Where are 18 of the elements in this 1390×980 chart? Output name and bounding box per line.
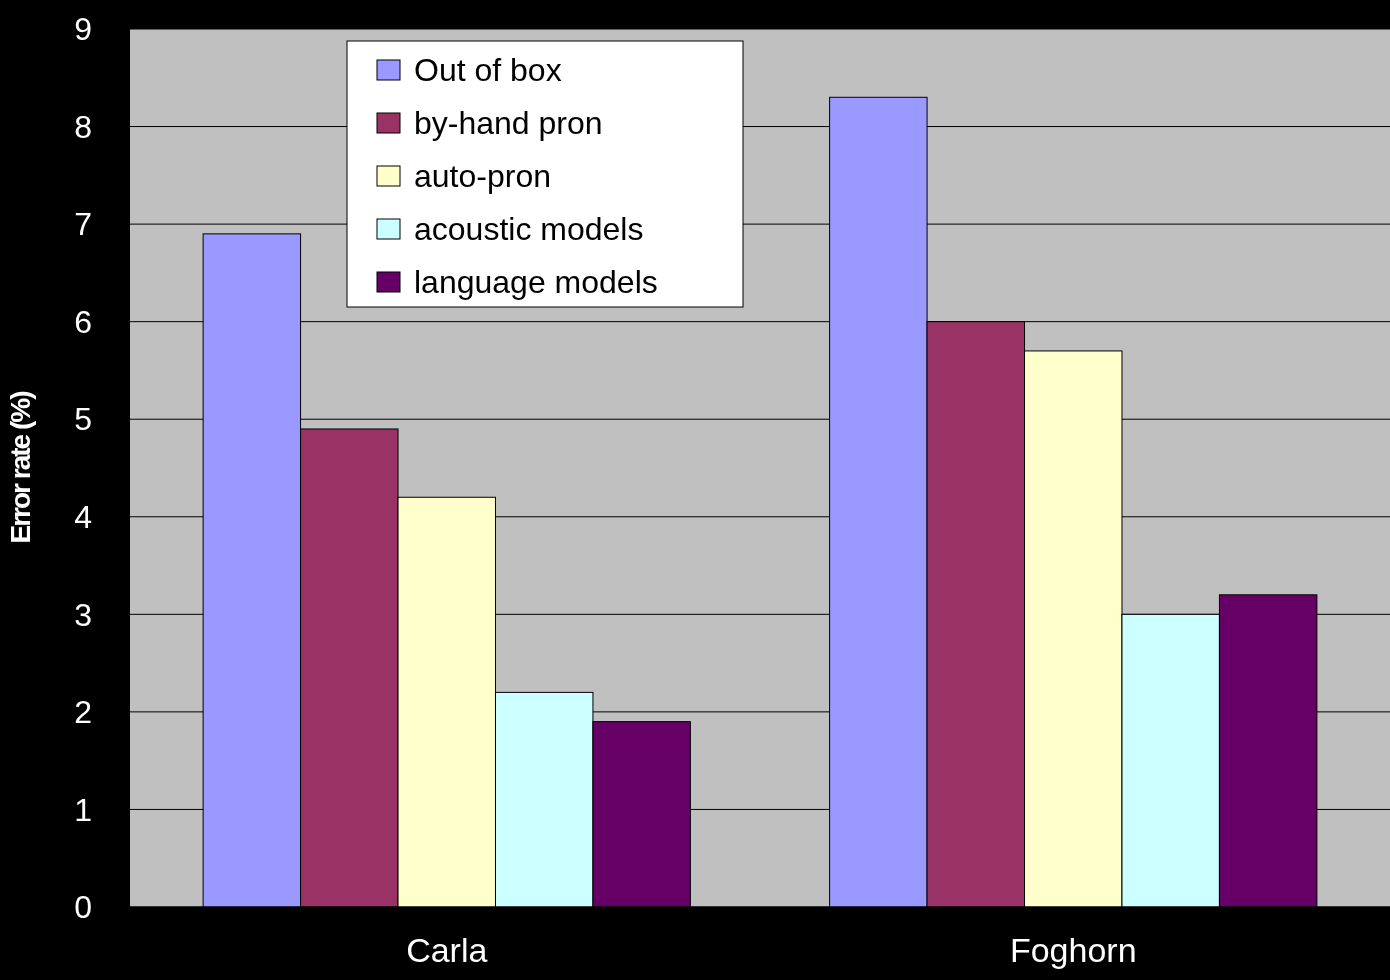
- legend-label: acoustic models: [414, 211, 644, 248]
- y-tick-label: 2: [74, 694, 92, 731]
- x-tick-label: Foghorn: [1009, 931, 1137, 969]
- legend-label: by-hand pron: [414, 105, 603, 142]
- y-tick-label: 0: [74, 889, 92, 926]
- y-tick-label: 3: [74, 596, 92, 633]
- y-tick-label: 5: [74, 401, 92, 438]
- y-tick-label: 6: [74, 303, 92, 340]
- y-tick-label: 7: [74, 206, 92, 243]
- legend-label: auto-pron: [414, 158, 551, 195]
- y-tick-label: 1: [74, 791, 92, 828]
- legend-label: Out of box: [414, 52, 562, 89]
- y-tick-label: 4: [74, 498, 92, 535]
- y-tick-label: 8: [74, 108, 92, 145]
- y-tick-label: 9: [74, 11, 92, 48]
- x-tick-label: Carla: [406, 931, 488, 969]
- legend-label: language models: [414, 264, 658, 301]
- y-axis-title: Error rate (%): [5, 391, 36, 544]
